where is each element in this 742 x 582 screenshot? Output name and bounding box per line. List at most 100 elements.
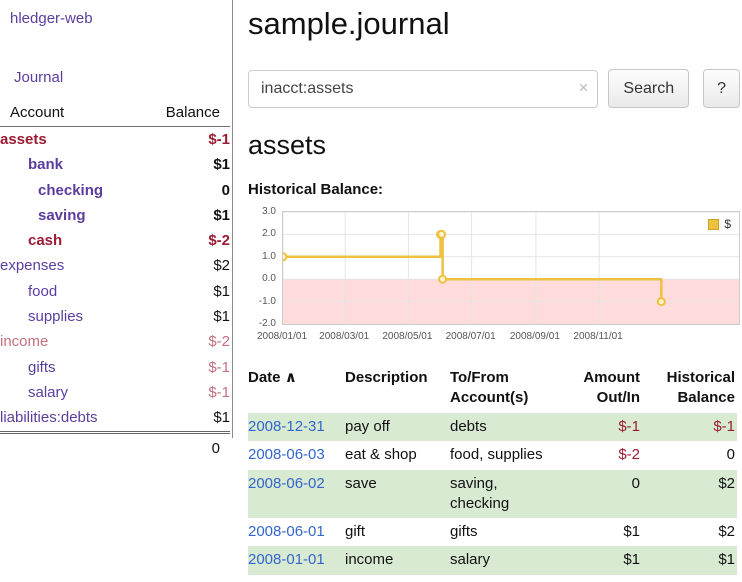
transaction-balance: $2 (718, 523, 735, 540)
transaction-amount: $-2 (618, 446, 640, 464)
chart-y-labels: 3.0 2.0 1.0 0.0 -1.0 -2.0 (248, 206, 276, 329)
register-header-balance: Historical Balance (666, 369, 735, 406)
y-tick-label: -2.0 (258, 318, 276, 329)
accounts-total-spacer (0, 430, 134, 463)
account-link[interactable]: salary (28, 383, 69, 401)
account-link[interactable]: checking (38, 181, 104, 199)
clear-search-icon[interactable]: × (578, 77, 589, 97)
chart-plot: $ (282, 211, 740, 325)
x-tick-label: 2008/11/01 (573, 331, 623, 342)
transaction-description: gift (345, 523, 366, 540)
accounts-header-balance: Balance (133, 102, 230, 127)
account-balance: $2 (213, 257, 230, 275)
chart-plot-svg (283, 212, 739, 324)
transaction-date-link[interactable]: 2008-06-01 (248, 523, 325, 540)
account-link[interactable]: assets (0, 131, 47, 148)
transaction-description: save (345, 474, 377, 492)
sort-by-date-header[interactable]: Date ∧ (248, 369, 297, 386)
register-row: 2008-12-31 pay off debts $-1 $-1 (248, 413, 737, 442)
search-input[interactable] (248, 69, 599, 108)
nav-journal-link[interactable]: Journal (14, 69, 64, 86)
accounts-header-row: Account Balance (0, 102, 230, 127)
x-tick-label: 2008/03/01 (319, 331, 370, 342)
register-row: 2008-06-02 save saving, checking 0 $2 (248, 469, 737, 518)
account-row: checking 0 (0, 178, 230, 203)
account-row: salary $-1 (0, 380, 230, 405)
chart-title: Historical Balance: (248, 181, 384, 198)
account-link[interactable]: income (0, 333, 49, 351)
transaction-date-link[interactable]: 2008-06-02 (248, 474, 325, 492)
account-row: cash $-2 (0, 228, 230, 253)
account-balance: $-2 (208, 333, 230, 351)
register-header-accounts: To/From Account(s) (450, 369, 529, 406)
sort-asc-icon: ∧ (284, 369, 297, 386)
search-form: × Search ? (248, 69, 740, 108)
transaction-accounts: food, supplies (450, 446, 543, 464)
transaction-description: eat & shop (345, 446, 417, 464)
transaction-amount: 0 (631, 474, 640, 492)
transaction-date-link[interactable]: 2008-06-03 (248, 446, 325, 464)
y-tick-label: 0.0 (262, 273, 276, 285)
account-link[interactable]: expenses (0, 257, 65, 275)
register-row: 2008-06-03 eat & shop food, supplies $-2 0 (248, 441, 737, 469)
transaction-amount: $1 (623, 551, 640, 569)
transaction-description: income (345, 551, 394, 569)
account-balance: $1 (213, 308, 230, 326)
account-link[interactable]: saving (38, 206, 86, 224)
transaction-accounts: saving, checking (450, 474, 510, 512)
accounts-header-account: Account (0, 102, 134, 127)
transaction-date-link[interactable]: 2008-01-01 (248, 551, 325, 569)
x-tick-label: 2008/07/01 (445, 331, 496, 342)
account-balance: $1 (213, 206, 230, 224)
account-link[interactable]: bank (28, 156, 64, 174)
account-balance: $-1 (208, 358, 230, 376)
transaction-balance: $1 (718, 551, 735, 569)
account-balance: $-1 (208, 383, 230, 401)
account-link[interactable]: cash (28, 232, 63, 250)
account-link[interactable]: food (28, 282, 58, 300)
accounts-table: Account Balance assets $-1 bank $1 checking 0… (0, 102, 230, 463)
search-button[interactable]: Search (608, 69, 690, 108)
brand-link[interactable]: hledger-web (10, 10, 93, 27)
account-row: liabilities:debts $1 (0, 405, 230, 432)
account-link[interactable]: gifts (28, 358, 56, 376)
balance-chart: 3.0 2.0 1.0 0.0 -1.0 -2.0 $ 2008/01/01 2008/03… (248, 206, 740, 348)
transaction-balance: 0 (726, 446, 735, 464)
register-header-row: Date ∧ Description To/From Account(s) Am… (248, 366, 737, 413)
x-tick-label: 2008/05/01 (382, 331, 433, 342)
transaction-date-link[interactable]: 2008-12-31 (248, 418, 325, 435)
account-balance: $1 (213, 282, 230, 300)
account-row: supplies $1 (0, 304, 230, 329)
page-title: sample.journal (248, 6, 450, 41)
account-balance: $-1 (208, 131, 230, 148)
transaction-amount: $-1 (618, 418, 640, 435)
account-balance: $1 (213, 409, 230, 427)
account-row: expenses $2 (0, 253, 230, 278)
transaction-description: pay off (345, 418, 390, 435)
transaction-amount: $1 (623, 523, 640, 540)
y-tick-label: -1.0 (258, 295, 276, 307)
register-header-description: Description (345, 369, 428, 386)
y-tick-label: 2.0 (262, 228, 276, 240)
accounts-total-value: 0 (133, 430, 230, 463)
help-button[interactable]: ? (703, 69, 740, 108)
account-row: gifts $-1 (0, 355, 230, 380)
account-heading: assets (248, 130, 327, 160)
register-header-date: Date (248, 369, 281, 386)
legend-swatch-icon (708, 218, 720, 230)
account-row: saving $1 (0, 203, 230, 228)
legend-label: $ (724, 217, 731, 231)
transaction-accounts: gifts (450, 523, 478, 540)
account-balance: 0 (221, 181, 230, 199)
register-header-amount: Amount Out/In (583, 369, 640, 406)
accounts-total-row: 0 (0, 430, 230, 463)
register-row: 2008-06-01 gift gifts $1 $2 (248, 518, 737, 546)
transaction-balance: $-1 (713, 418, 735, 435)
register-table-body: 2008-12-31 pay off debts $-1 $-1 2008-06-03 ea… (248, 413, 737, 575)
account-link[interactable]: supplies (28, 308, 84, 326)
account-link[interactable]: liabilities:debts (0, 409, 98, 427)
account-balance: $-2 (208, 232, 230, 250)
account-row: bank $1 (0, 152, 230, 177)
search-box: × (248, 69, 599, 108)
transaction-balance: $2 (718, 474, 735, 492)
